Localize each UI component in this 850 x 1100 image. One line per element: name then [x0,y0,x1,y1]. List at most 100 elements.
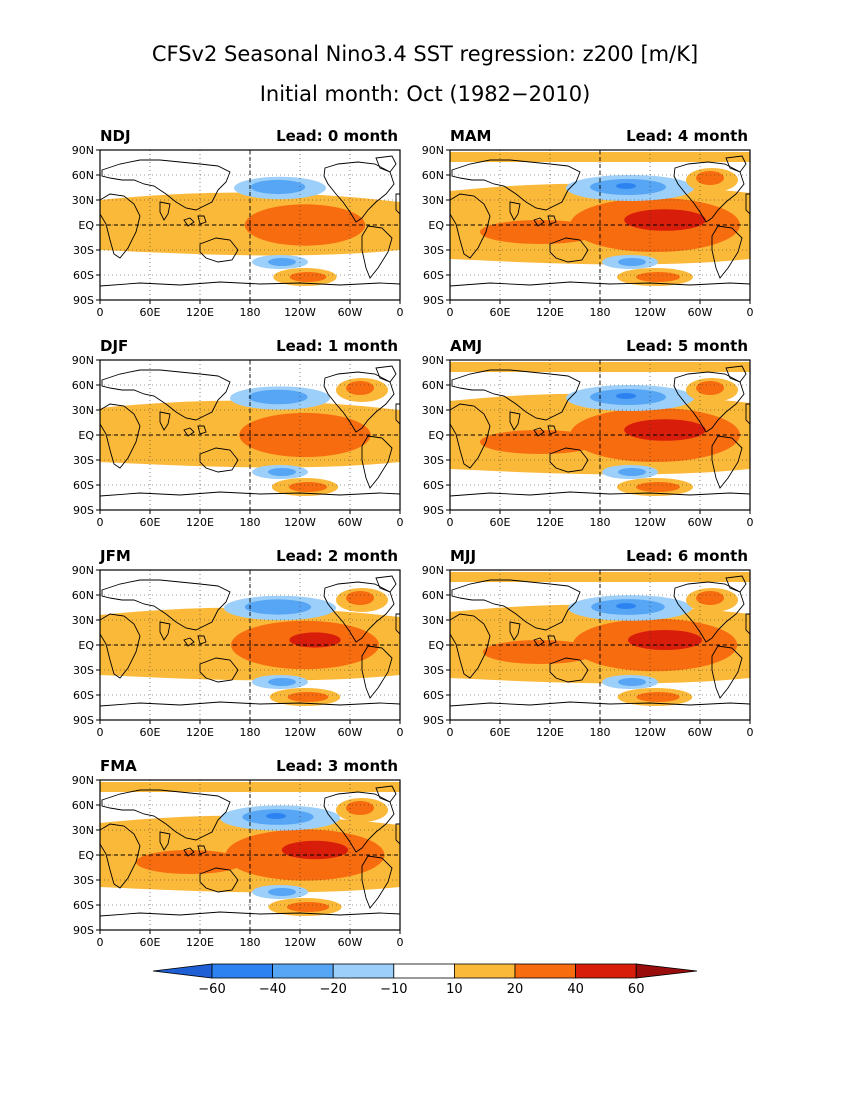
contour-negative-40-60 [616,393,636,399]
x-tick-label: 60E [140,936,161,949]
y-tick-label: EQ [428,219,444,232]
x-tick-label: 0 [447,306,454,319]
colorbar-label: −40 [259,982,286,997]
x-tick-label: 0 [97,306,104,319]
y-tick-label: 60S [423,689,444,702]
panel-lead-label: Lead: 0 month [276,127,398,145]
y-tick-label: 60S [73,689,94,702]
x-tick-label: 0 [747,726,754,739]
x-tick-label: 120E [536,306,564,319]
x-tick-label: 180 [240,516,261,529]
y-tick-label: 90S [423,504,444,517]
x-tick-label: 120E [536,726,564,739]
colorbar-label: −10 [380,982,407,997]
contour-positive-40-60 [281,840,349,860]
panel-lead-label: Lead: 1 month [276,337,398,355]
panel-lead-label: Lead: 4 month [626,127,748,145]
contour-positive-canada-core [346,381,374,395]
x-tick-label: 60E [490,516,511,529]
x-tick-label: 120E [186,726,214,739]
y-tick-label: 90N [422,564,444,577]
contour-positive-canada-core [346,591,374,605]
y-tick-label: EQ [78,849,94,862]
contour-positive-canada-core [696,381,724,395]
contour-positive-40-60 [624,209,706,231]
contour-positive-south-core [636,482,680,492]
x-tick-label: 60W [688,516,713,529]
y-tick-label: EQ [78,639,94,652]
y-tick-label: 90N [72,564,94,577]
y-tick-label: 90N [72,774,94,787]
contour-negative-south-core [268,888,296,896]
contour-negative-south-core [268,468,296,476]
contour-positive-canada-core [696,591,724,605]
x-tick-label: 120W [284,726,316,739]
x-tick-label: 0 [97,516,104,529]
panel-lead-label: Lead: 6 month [626,547,748,565]
y-tick-label: EQ [428,429,444,442]
figure-title-line2: Initial month: Oct (1982−2010) [260,82,591,106]
contour-positive-south-core [636,272,680,282]
y-tick-label: 60N [422,379,444,392]
y-tick-label: 60N [422,589,444,602]
contour-negative-south-core [268,258,296,266]
panel-season-label: AMJ [450,337,482,355]
colorbar-label: −60 [198,982,225,997]
y-tick-label: 90N [72,354,94,367]
contour-positive-south-core [636,692,680,702]
y-tick-label: 60N [72,379,94,392]
x-tick-label: 60E [140,306,161,319]
x-tick-label: 0 [397,516,404,529]
contour-negative-20-40 [244,599,312,615]
x-tick-label: 120E [186,516,214,529]
colorbar-label: 40 [567,982,584,997]
y-tick-label: 30N [72,194,94,207]
panel-lead-label: Lead: 5 month [626,337,748,355]
y-tick-label: 30S [73,244,94,257]
x-tick-label: 180 [590,516,611,529]
y-tick-label: 60N [422,169,444,182]
contour-positive-canada-core [346,801,374,815]
colorbar-label: 20 [507,982,524,997]
contour-positive-20-40-west [480,220,600,244]
contour-positive-south-core [288,482,328,492]
x-tick-label: 60W [338,306,363,319]
y-tick-label: 90N [422,354,444,367]
colorbar-segment [211,963,273,979]
y-tick-label: 30N [422,614,444,627]
y-tick-label: 30S [73,664,94,677]
x-tick-label: 120W [284,936,316,949]
x-tick-label: 120W [634,726,666,739]
colorbar-segment [453,963,516,979]
x-tick-label: 120W [284,516,316,529]
contour-negative-40-60 [266,813,286,819]
x-tick-label: 180 [590,306,611,319]
y-tick-label: EQ [78,219,94,232]
x-tick-label: 0 [97,726,104,739]
colorbar-label: 10 [446,982,463,997]
y-tick-label: 30S [423,664,444,677]
panel-season-label: MAM [450,127,491,145]
y-tick-label: 90S [73,924,94,937]
colorbar: −60 −40 −20 −10 10 20 40 60 [152,963,698,997]
colorbar-label: 60 [628,982,645,997]
contour-negative-20-40 [250,179,306,195]
colorbar-segment [514,963,576,979]
x-tick-label: 60E [140,726,161,739]
panel-lead-label: Lead: 3 month [276,757,398,775]
y-tick-label: 90S [423,294,444,307]
contour-negative-south-core [618,678,646,686]
x-tick-label: 180 [240,306,261,319]
contour-positive-20-40-west [480,430,600,454]
y-tick-label: EQ [78,429,94,442]
y-tick-label: 60N [72,799,94,812]
y-tick-label: 60N [72,589,94,602]
y-tick-label: 90S [73,504,94,517]
colorbar-segment [272,963,334,979]
x-tick-label: 60W [338,936,363,949]
